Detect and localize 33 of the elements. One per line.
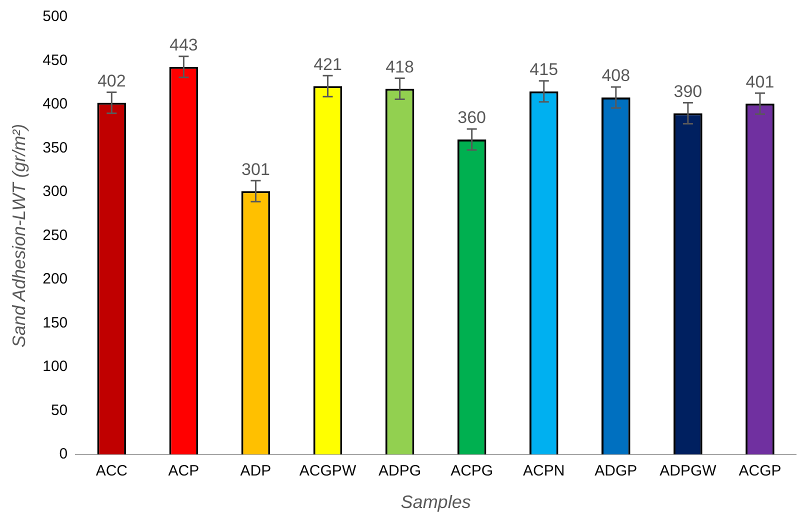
data-label: 408: [602, 66, 630, 86]
y-tick-label: 500: [42, 8, 68, 26]
x-tick-label: ADPGW: [660, 462, 718, 480]
data-label: 402: [97, 71, 126, 90]
x-tick-label: ACGPW: [299, 462, 357, 480]
x-tick-label: ADPG: [378, 462, 422, 480]
x-tick-label: ADGP: [594, 462, 638, 480]
data-label: 390: [674, 82, 702, 101]
data-label: 421: [314, 54, 342, 74]
y-tick-label: 300: [42, 183, 68, 200]
data-label: 418: [386, 57, 414, 76]
x-tick-label: ACPN: [523, 462, 565, 480]
y-tick-label: 450: [42, 52, 68, 69]
data-label: 301: [242, 160, 270, 179]
y-tick-label: 400: [42, 96, 68, 113]
data-label: 401: [746, 72, 774, 92]
x-axis-title: Samples: [400, 492, 471, 512]
x-tick-label: ACP: [168, 462, 200, 480]
y-tick-label: 150: [42, 314, 68, 332]
y-tick-label: 0: [59, 446, 68, 463]
y-tick-label: 50: [50, 402, 68, 419]
y-tick-label: 100: [42, 358, 68, 376]
y-tick-label: 350: [42, 139, 68, 156]
y-axis-title: Sand Adhesion-LWT (gr/m²): [8, 124, 29, 348]
x-tick-label: ADP: [240, 462, 272, 480]
x-tick-label: ACC: [96, 462, 128, 480]
x-tick-label: ACPG: [450, 462, 494, 480]
data-label: 360: [458, 108, 486, 128]
y-tick-label: 200: [42, 270, 68, 288]
x-tick-label: ACGP: [738, 462, 782, 480]
y-tick-label: 250: [42, 226, 68, 244]
data-label: 443: [169, 36, 198, 55]
data-label: 415: [530, 60, 558, 80]
